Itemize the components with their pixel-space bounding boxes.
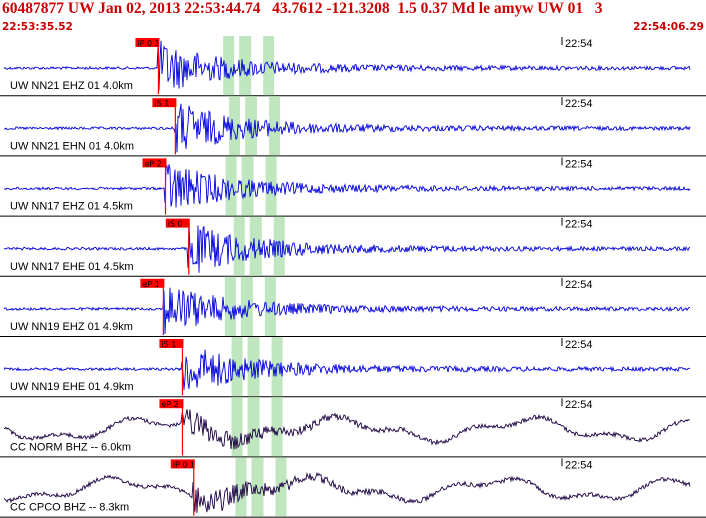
waveform-trace[interactable]	[3, 164, 691, 208]
time-tick-label: 22:54	[565, 158, 593, 170]
waveform-trace[interactable]	[3, 471, 691, 513]
station-label: UW NN17 EHZ 01 4.5km	[10, 201, 133, 213]
time-window-band	[235, 457, 247, 517]
phase-pick-label: iP 0 1	[137, 39, 159, 48]
phase-pick-label: iS 1	[154, 99, 169, 108]
station-label: UW NN21 EHZ 01 4.0km	[10, 80, 133, 92]
waveform-trace[interactable]	[3, 103, 691, 153]
phase-pick-box[interactable]	[142, 158, 167, 168]
phase-pick-box[interactable]	[140, 278, 165, 288]
time-window-band	[240, 276, 253, 336]
time-window-band	[271, 397, 283, 457]
start-time-label: 22:53:35.52	[2, 21, 73, 33]
phase-pick-box[interactable]	[135, 38, 160, 47]
seismogram-plot[interactable]: 22:54 iP 0 1 UW NN21 EHZ 01 4.0km 22:54 iS 1…	[0, 36, 706, 518]
phase-pick-box[interactable]	[159, 399, 184, 409]
time-tick-label: 22:54	[565, 279, 593, 291]
time-window-band	[251, 457, 264, 517]
phase-pick-label: iS 1	[161, 340, 176, 349]
trace-panel[interactable]: 22:54 eP 2 CC NORM BHZ -- 6.0km	[0, 397, 706, 458]
time-window-band	[224, 276, 236, 336]
waveform-trace[interactable]	[3, 224, 691, 273]
header: 60487877 UW Jan 02, 2013 22:53:44.74 43.…	[0, 0, 706, 36]
phase-pick-box[interactable]	[170, 459, 195, 469]
waveform-trace[interactable]	[3, 287, 691, 335]
trace-panel[interactable]: 22:54 eP 1 UW NN19 EHZ 01 4.9km	[0, 276, 706, 337]
end-time-label: 22:54:06.29	[633, 21, 704, 33]
waveform-trace[interactable]	[3, 40, 691, 91]
phase-pick-box[interactable]	[152, 98, 177, 108]
time-window-band	[249, 216, 262, 276]
station-label: UW NN21 EHN 01 4.0km	[10, 140, 134, 152]
trace-panel[interactable]: 22:54 iP 0 1 CC CPCO BHZ -- 8.3km	[0, 457, 706, 518]
time-tick-label: 22:54	[565, 38, 593, 50]
trace-panel[interactable]: 22:54 iP 0 1 UW NN21 EHZ 01 4.0km	[0, 36, 706, 97]
time-window-band	[231, 337, 243, 397]
station-label: UW NN17 EHE 01 4.5km	[10, 261, 133, 273]
waveform-trace[interactable]	[3, 349, 691, 390]
station-label: CC CPCO BHZ -- 8.3km	[10, 502, 129, 514]
phase-pick-box[interactable]	[159, 339, 184, 348]
phase-pick-label: eP 1	[142, 280, 159, 289]
time-tick-label: 22:54	[565, 399, 593, 411]
event-title: 60487877 UW Jan 02, 2013 22:53:44.74 43.…	[2, 0, 603, 17]
phase-pick-label: eP 2	[161, 400, 178, 409]
time-tick-label: 22:54	[565, 459, 593, 471]
phase-pick-box[interactable]	[165, 218, 190, 228]
station-label: UW NN19 EHE 01 4.9km	[10, 381, 133, 393]
station-label: CC NORM BHZ -- 6.0km	[10, 441, 131, 453]
time-window-band	[273, 216, 285, 276]
time-window-band	[229, 96, 241, 156]
station-label: UW NN19 EHZ 01 4.9km	[10, 321, 133, 333]
time-window-band	[239, 36, 252, 96]
time-window-band	[264, 276, 276, 336]
time-window-band	[223, 36, 235, 96]
trace-panel[interactable]: 22:54 iS 0 UW NN17 EHE 01 4.5km	[0, 216, 706, 277]
time-window-band	[231, 397, 243, 457]
time-window-band	[269, 96, 281, 156]
trace-panel[interactable]: 22:54 iS 1 UW NN21 EHN 01 4.0km	[0, 96, 706, 157]
time-window-band	[247, 397, 260, 457]
time-tick-label: 22:54	[565, 98, 593, 110]
trace-panel[interactable]: 22:54 eP 2 UW NN17 EHZ 01 4.5km	[0, 156, 706, 217]
trace-panel[interactable]: 22:54 iS 1 UW NN19 EHE 01 4.9km	[0, 337, 706, 398]
time-tick-label: 22:54	[565, 219, 593, 231]
phase-pick-label: iS 0	[168, 220, 183, 229]
phase-pick-label: iP 0 1	[173, 460, 195, 469]
time-tick-label: 22:54	[565, 339, 593, 351]
waveform-trace[interactable]	[4, 409, 691, 450]
time-window-band	[233, 216, 245, 276]
phase-pick-label: eP 2	[144, 159, 161, 168]
